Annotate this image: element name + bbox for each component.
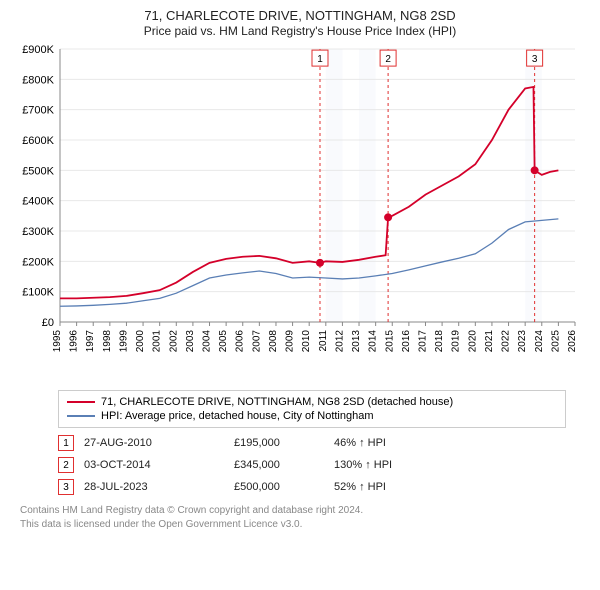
x-tick-label: 2007	[251, 330, 262, 353]
legend-swatch	[67, 415, 95, 417]
footer-line2: This data is licensed under the Open Gov…	[20, 518, 590, 532]
y-tick-label: £700K	[22, 105, 54, 117]
event-marker-label: 3	[532, 54, 538, 65]
x-tick-label: 2026	[567, 330, 578, 353]
y-tick-label: £300K	[22, 226, 54, 238]
event-marker-label: 1	[317, 54, 323, 65]
title-subtitle: Price paid vs. HM Land Registry's House …	[10, 24, 590, 38]
legend-item: 71, CHARLECOTE DRIVE, NOTTINGHAM, NG8 2S…	[67, 395, 557, 409]
x-tick-label: 2014	[368, 330, 379, 353]
x-tick-label: 1999	[118, 330, 129, 353]
event-delta: 46% ↑ HPI	[334, 437, 548, 449]
title-address: 71, CHARLECOTE DRIVE, NOTTINGHAM, NG8 2S…	[10, 8, 590, 23]
x-tick-label: 2012	[334, 330, 345, 353]
event-id-marker: 2	[58, 457, 74, 473]
legend-label: 71, CHARLECOTE DRIVE, NOTTINGHAM, NG8 2S…	[101, 396, 453, 408]
x-tick-label: 2004	[202, 330, 213, 353]
y-tick-label: £400K	[22, 196, 54, 208]
event-marker-label: 2	[385, 54, 391, 65]
x-tick-label: 2015	[384, 330, 395, 353]
shaded-band	[359, 49, 376, 322]
shaded-band	[326, 49, 343, 322]
chart: £0 £100K £200K £300K £400K £500K £600K £700K £80…	[10, 44, 585, 384]
event-row: 1 27-AUG-2010£195,00046% ↑ HPI	[58, 432, 548, 454]
legend: 71, CHARLECOTE DRIVE, NOTTINGHAM, NG8 2S…	[58, 390, 566, 428]
x-tick-label: 1995	[52, 330, 63, 353]
x-tick-label: 2006	[235, 330, 246, 353]
x-tick-label: 2005	[218, 330, 229, 353]
event-date: 03-OCT-2014	[84, 459, 234, 471]
x-tick-label: 2016	[401, 330, 412, 353]
x-tick-label: 2013	[351, 330, 362, 353]
x-tick-label: 2024	[534, 330, 545, 353]
event-delta: 130% ↑ HPI	[334, 459, 548, 471]
event-row: 2 03-OCT-2014£345,000130% ↑ HPI	[58, 454, 548, 476]
series-marker	[384, 213, 392, 221]
container: 71, CHARLECOTE DRIVE, NOTTINGHAM, NG8 2S…	[0, 0, 600, 537]
footer: Contains HM Land Registry data © Crown c…	[20, 504, 590, 531]
y-tick-label: £0	[42, 317, 54, 329]
legend-swatch	[67, 401, 95, 403]
event-price: £345,000	[234, 459, 334, 471]
y-tick-label: £800K	[22, 74, 54, 86]
y-tick-label: £200K	[22, 256, 54, 268]
titles: 71, CHARLECOTE DRIVE, NOTTINGHAM, NG8 2S…	[10, 8, 590, 38]
x-tick-label: 2019	[451, 330, 462, 353]
x-tick-label: 2017	[417, 330, 428, 353]
x-tick-label: 2020	[467, 330, 478, 353]
y-tick-label: £100K	[22, 287, 54, 299]
event-row: 3 28-JUL-2023£500,00052% ↑ HPI	[58, 476, 548, 498]
legend-item: HPI: Average price, detached house, City…	[67, 409, 557, 423]
event-id-marker: 3	[58, 479, 74, 495]
footer-line1: Contains HM Land Registry data © Crown c…	[20, 504, 590, 518]
x-tick-label: 2010	[301, 330, 312, 353]
x-tick-label: 1996	[69, 330, 80, 353]
y-tick-label: £600K	[22, 135, 54, 147]
x-tick-label: 2011	[318, 330, 329, 352]
event-table: 1 27-AUG-2010£195,00046% ↑ HPI 2 03-OCT-201…	[58, 432, 548, 498]
legend-label: HPI: Average price, detached house, City…	[101, 410, 374, 422]
event-delta: 52% ↑ HPI	[334, 481, 548, 493]
event-price: £500,000	[234, 481, 334, 493]
x-tick-label: 2023	[517, 330, 528, 353]
x-tick-label: 2022	[501, 330, 512, 353]
series-marker	[531, 166, 539, 174]
x-tick-label: 2000	[135, 330, 146, 353]
x-tick-label: 1997	[85, 330, 96, 353]
event-price: £195,000	[234, 437, 334, 449]
x-tick-label: 2003	[185, 330, 196, 353]
x-tick-label: 2001	[152, 330, 163, 353]
x-tick-label: 2008	[268, 330, 279, 353]
y-tick-label: £900K	[22, 44, 54, 56]
x-tick-label: 2009	[285, 330, 296, 353]
series-marker	[316, 259, 324, 267]
event-date: 27-AUG-2010	[84, 437, 234, 449]
x-tick-label: 2018	[434, 330, 445, 353]
x-tick-label: 1998	[102, 330, 113, 353]
x-tick-label: 2021	[484, 330, 495, 353]
event-date: 28-JUL-2023	[84, 481, 234, 493]
x-tick-label: 2002	[168, 330, 179, 353]
chart-svg: £0 £100K £200K £300K £400K £500K £600K £700K £80…	[10, 44, 585, 384]
x-tick-label: 2025	[550, 330, 561, 353]
y-tick-label: £500K	[22, 165, 54, 177]
event-id-marker: 1	[58, 435, 74, 451]
